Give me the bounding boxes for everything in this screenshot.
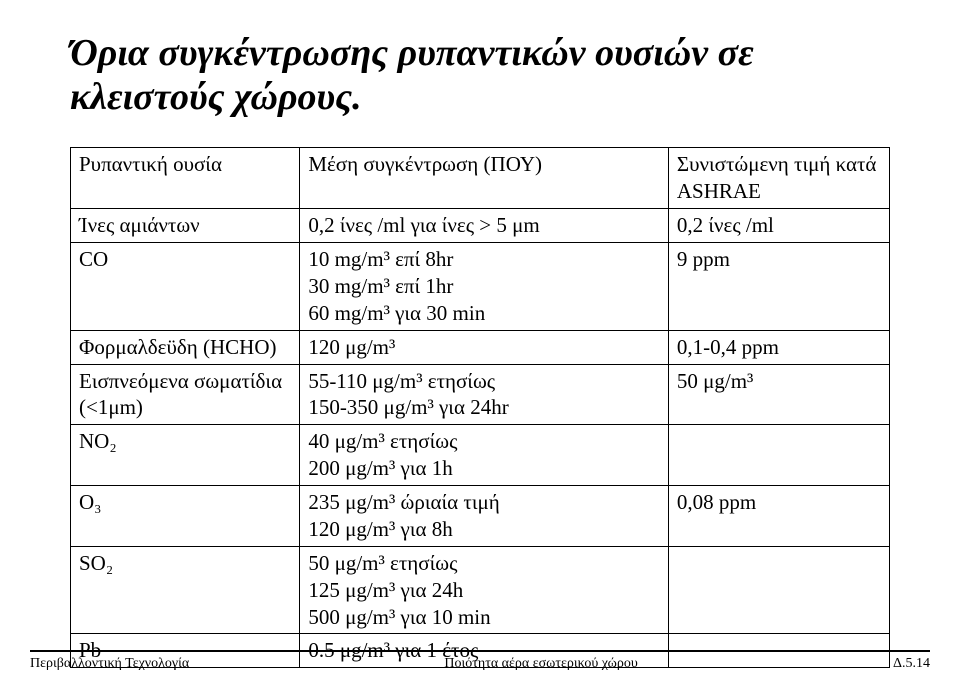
cell-line: 40 μg/m³ ετησίως <box>308 429 457 453</box>
limits-table: Ρυπαντική ουσία Μέση συγκέντρωση (ΠΟΥ) Σ… <box>70 147 890 668</box>
footer-center: Ποιότητα αέρα εσωτερικού χώρου <box>444 656 637 672</box>
cell-line: 55-110 μg/m³ ετησίως <box>308 369 495 393</box>
cell-line: 10 mg/m³ επί 8hr <box>308 247 453 271</box>
cell-substance: NO₂ <box>71 425 300 486</box>
cell-ashrae: 9 ppm <box>668 243 889 331</box>
col-header-who: Μέση συγκέντρωση (ΠΟΥ) <box>300 148 669 209</box>
cell-ashrae: 50 μg/m³ <box>668 364 889 425</box>
col-header-ashrae: Συνιστώμενη τιμή κατά ASHRAE <box>668 148 889 209</box>
page-title: Όρια συγκέντρωσης ρυπαντικών ουσιών σε κ… <box>70 32 890 119</box>
table-row: O₃ 235 μg/m³ ώριαία τιμή 120 μg/m³ για 8… <box>71 486 890 547</box>
cell-line: 500 μg/m³ για 10 min <box>308 605 490 629</box>
col-header-substance: Ρυπαντική ουσία <box>71 148 300 209</box>
cell-substance: Ίνες αμιάντων <box>71 209 300 243</box>
footer-right: Δ.5.14 <box>893 656 930 672</box>
cell-line: 120 μg/m³ για 8h <box>308 517 452 541</box>
cell-ashrae: 0,08 ppm <box>668 486 889 547</box>
table-row: NO₂ 40 μg/m³ ετησίως 200 μg/m³ για 1h <box>71 425 890 486</box>
cell-line: 150-350 μg/m³ για 24hr <box>308 395 508 419</box>
cell-who: 50 μg/m³ ετησίως 125 μg/m³ για 24h 500 μ… <box>300 546 669 634</box>
cell-line: 200 μg/m³ για 1h <box>308 456 452 480</box>
cell-who: 120 μg/m³ <box>300 330 669 364</box>
table-row: SO₂ 50 μg/m³ ετησίως 125 μg/m³ για 24h 5… <box>71 546 890 634</box>
cell-ashrae <box>668 546 889 634</box>
table-header-row: Ρυπαντική ουσία Μέση συγκέντρωση (ΠΟΥ) Σ… <box>71 148 890 209</box>
cell-substance: Φορμαλδεϋδη (HCHO) <box>71 330 300 364</box>
table-row: CO 10 mg/m³ επί 8hr 30 mg/m³ επί 1hr 60 … <box>71 243 890 331</box>
cell-line: 60 mg/m³ για 30 min <box>308 301 485 325</box>
page: Όρια συγκέντρωσης ρυπαντικών ουσιών σε κ… <box>0 0 960 694</box>
cell-who: 235 μg/m³ ώριαία τιμή 120 μg/m³ για 8h <box>300 486 669 547</box>
cell-who: 10 mg/m³ επί 8hr 30 mg/m³ επί 1hr 60 mg/… <box>300 243 669 331</box>
cell-who: 0,2 ίνες /ml για ίνες > 5 μm <box>300 209 669 243</box>
cell-ashrae: 0,2 ίνες /ml <box>668 209 889 243</box>
cell-who: 55-110 μg/m³ ετησίως 150-350 μg/m³ για 2… <box>300 364 669 425</box>
cell-ashrae: 0,1-0,4 ppm <box>668 330 889 364</box>
cell-line: 235 μg/m³ ώριαία τιμή <box>308 490 499 514</box>
cell-line: 30 mg/m³ επί 1hr <box>308 274 453 298</box>
cell-substance: O₃ <box>71 486 300 547</box>
table-row: Ίνες αμιάντων 0,2 ίνες /ml για ίνες > 5 … <box>71 209 890 243</box>
cell-who: 40 μg/m³ ετησίως 200 μg/m³ για 1h <box>300 425 669 486</box>
cell-ashrae <box>668 425 889 486</box>
cell-substance: SO₂ <box>71 546 300 634</box>
footer-left: Περιβαλλοντική Τεχνολογία <box>30 656 189 672</box>
cell-line: 50 μg/m³ ετησίως <box>308 551 457 575</box>
page-footer: Περιβαλλοντική Τεχνολογία Ποιότητα αέρα … <box>30 650 930 672</box>
cell-substance: Εισπνεόμενα σωματίδια (<1μm) <box>71 364 300 425</box>
cell-line: 125 μg/m³ για 24h <box>308 578 463 602</box>
table-row: Φορμαλδεϋδη (HCHO) 120 μg/m³ 0,1-0,4 ppm <box>71 330 890 364</box>
table-row: Εισπνεόμενα σωματίδια (<1μm) 55-110 μg/m… <box>71 364 890 425</box>
cell-substance: CO <box>71 243 300 331</box>
